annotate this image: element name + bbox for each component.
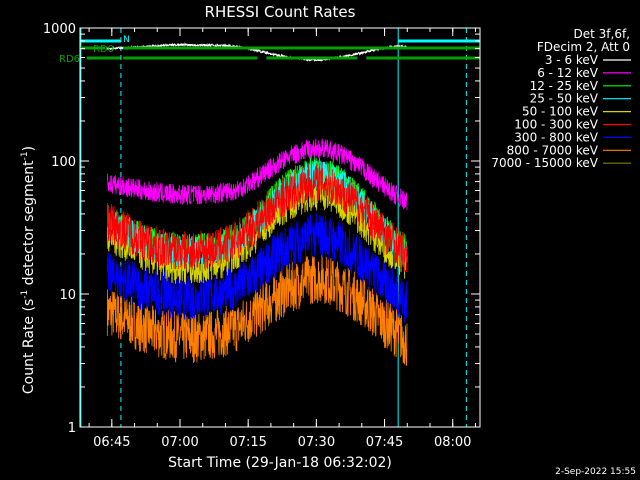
y-axis-label-sup2: -1 (20, 151, 30, 160)
segment-label-rd0: RD0 (93, 44, 114, 55)
legend-entry-label-6: 300 - 800 keV (514, 130, 598, 144)
legend-header-line-2: FDecim 2, Att 0 (537, 40, 630, 54)
legend-entry-label-7: 800 - 7000 keV (507, 143, 599, 157)
segment-label-rd6: RD6 (59, 54, 80, 65)
x-tick-label-2: 07:15 (229, 435, 266, 450)
data-layer: N RD0 RD6 (59, 28, 480, 427)
y-tick-label-2: 100 (51, 155, 76, 170)
legend-entry-label-2: 12 - 25 keV (530, 79, 599, 93)
legend-entry-label-8: 7000 - 15000 keV (491, 156, 598, 170)
x-tick-label-3: 07:30 (298, 435, 335, 450)
y-axis-label-mid: detector segment (21, 160, 37, 290)
clipped-data (80, 28, 467, 427)
series-line-5 (106, 162, 408, 273)
chart-title: RHESSI Count Rates (205, 3, 356, 21)
y-tick-label-3: 1000 (43, 22, 76, 37)
night-label: N (123, 35, 130, 45)
series-line-0 (106, 42, 408, 63)
legend-entry-label-5: 100 - 300 keV (514, 118, 598, 132)
x-tick-label-0: 06:45 (93, 435, 130, 450)
y-tick-label-0: 1 (68, 421, 76, 436)
y-axis-label-end: ) (21, 146, 37, 151)
legend-entry-label-0: 3 - 6 keV (545, 53, 599, 67)
x-tick-label-5: 08:00 (434, 435, 471, 450)
legend-header-line-1: Det 3f,6f, (574, 27, 631, 41)
footer-timestamp: 2-Sep-2022 15:55 (555, 467, 636, 477)
legend-entry-label-4: 50 - 100 keV (522, 105, 599, 119)
series-line-1 (106, 138, 408, 211)
series-line-6 (106, 212, 408, 323)
y-axis-label-sup: -1 (20, 290, 30, 299)
y-axis-label: Count Rate (s-1 detector segment-1) (20, 146, 37, 394)
axes-layer: 06:45 07:00 07:15 07:30 07:45 08:00 1 10 100 1000 (43, 22, 480, 450)
legend-entry-label-1: 6 - 12 keV (537, 66, 599, 80)
series-line-7 (106, 254, 408, 366)
x-tick-label-4: 07:45 (366, 435, 403, 450)
x-axis-label: Start Time (29-Jan-18 06:32:02) (168, 455, 392, 471)
x-tick-label-1: 07:00 (161, 435, 198, 450)
plot-frame (79, 27, 481, 428)
y-axis-label-main: Count Rate (s (21, 299, 37, 394)
legend-entry-label-3: 25 - 50 keV (530, 92, 599, 106)
y-tick-label-1: 10 (59, 288, 76, 303)
